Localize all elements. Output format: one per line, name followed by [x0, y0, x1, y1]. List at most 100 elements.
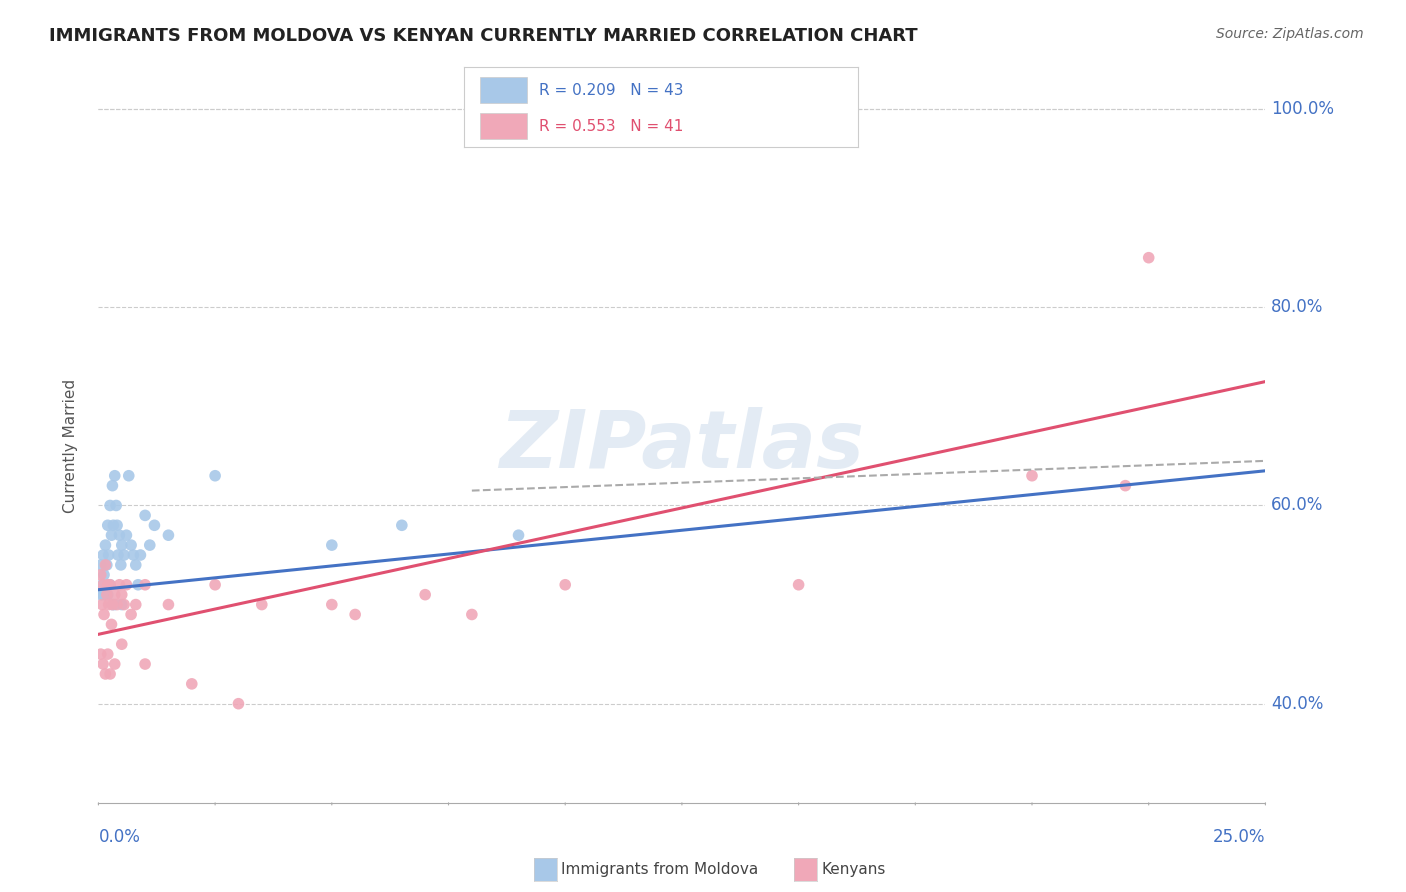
Point — [122, 548, 145, 562]
Point — [134, 578, 156, 592]
Point — [134, 657, 156, 671]
Text: R = 0.553   N = 41: R = 0.553 N = 41 — [538, 119, 683, 134]
Point — [111, 598, 134, 612]
Text: Source: ZipAtlas.com: Source: ZipAtlas.com — [1216, 27, 1364, 41]
Point — [93, 607, 115, 622]
Point — [90, 558, 112, 572]
Point — [100, 528, 122, 542]
Point — [104, 468, 127, 483]
Point — [98, 578, 121, 592]
Point — [321, 538, 343, 552]
Point — [111, 637, 134, 651]
Point — [101, 598, 124, 612]
Text: IMMIGRANTS FROM MOLDOVA VS KENYAN CURRENTLY MARRIED CORRELATION CHART: IMMIGRANTS FROM MOLDOVA VS KENYAN CURREN… — [49, 27, 918, 45]
Point — [787, 578, 810, 592]
Point — [125, 558, 148, 572]
Point — [104, 588, 127, 602]
Point — [143, 518, 166, 533]
Point — [554, 578, 576, 592]
Point — [97, 548, 120, 562]
Point — [94, 588, 117, 602]
Point — [97, 598, 120, 612]
Point — [103, 518, 125, 533]
Point — [111, 538, 134, 552]
Point — [413, 588, 436, 602]
Point — [91, 578, 114, 592]
Bar — [479, 78, 527, 103]
Point — [97, 647, 120, 661]
Point — [98, 578, 121, 592]
Text: 0.0%: 0.0% — [98, 828, 141, 846]
Point — [228, 697, 250, 711]
Point — [91, 588, 114, 602]
Point — [120, 607, 142, 622]
Point — [90, 588, 112, 602]
Point — [91, 657, 114, 671]
Text: 80.0%: 80.0% — [1271, 298, 1323, 317]
Point — [112, 598, 135, 612]
Point — [1137, 251, 1160, 265]
Point — [91, 548, 114, 562]
Point — [93, 567, 115, 582]
Text: 25.0%: 25.0% — [1213, 828, 1265, 846]
Point — [100, 617, 122, 632]
Point — [112, 548, 135, 562]
Point — [391, 518, 413, 533]
Point — [108, 578, 131, 592]
Point — [461, 607, 484, 622]
Point — [105, 598, 128, 612]
Point — [508, 528, 530, 542]
Point — [104, 657, 127, 671]
Point — [1114, 478, 1136, 492]
Point — [107, 548, 129, 562]
Point — [139, 538, 162, 552]
Point — [101, 478, 124, 492]
Point — [96, 558, 118, 572]
Point — [97, 588, 120, 602]
Point — [321, 598, 343, 612]
Text: 40.0%: 40.0% — [1271, 695, 1323, 713]
Point — [115, 528, 138, 542]
Point — [111, 588, 134, 602]
Point — [104, 598, 127, 612]
Point — [91, 578, 114, 592]
Text: Immigrants from Moldova: Immigrants from Moldova — [561, 863, 758, 877]
Y-axis label: Currently Married: Currently Married — [63, 379, 77, 513]
Text: ZIPatlas: ZIPatlas — [499, 407, 865, 485]
Point — [157, 528, 180, 542]
Point — [180, 677, 202, 691]
Point — [118, 468, 141, 483]
Point — [134, 508, 156, 523]
Bar — [479, 113, 527, 139]
Point — [125, 598, 148, 612]
Point — [204, 468, 226, 483]
Point — [97, 578, 120, 592]
Point — [97, 518, 120, 533]
Point — [129, 548, 152, 562]
Point — [115, 578, 138, 592]
Point — [98, 667, 121, 681]
Text: Kenyans: Kenyans — [821, 863, 886, 877]
Point — [108, 528, 131, 542]
Point — [204, 578, 226, 592]
Point — [250, 598, 273, 612]
Point — [94, 558, 117, 572]
Point — [344, 607, 367, 622]
Point — [157, 598, 180, 612]
Point — [90, 567, 112, 582]
Point — [90, 647, 112, 661]
Point — [120, 538, 142, 552]
Point — [105, 499, 128, 513]
Point — [94, 538, 117, 552]
Point — [98, 499, 121, 513]
Point — [94, 667, 117, 681]
Point — [101, 598, 124, 612]
Point — [1021, 468, 1043, 483]
Point — [110, 558, 132, 572]
Point — [127, 578, 149, 592]
Text: 100.0%: 100.0% — [1271, 100, 1334, 118]
Point — [91, 598, 114, 612]
Text: 60.0%: 60.0% — [1271, 497, 1323, 515]
Point — [105, 518, 128, 533]
Text: R = 0.209   N = 43: R = 0.209 N = 43 — [538, 83, 683, 98]
